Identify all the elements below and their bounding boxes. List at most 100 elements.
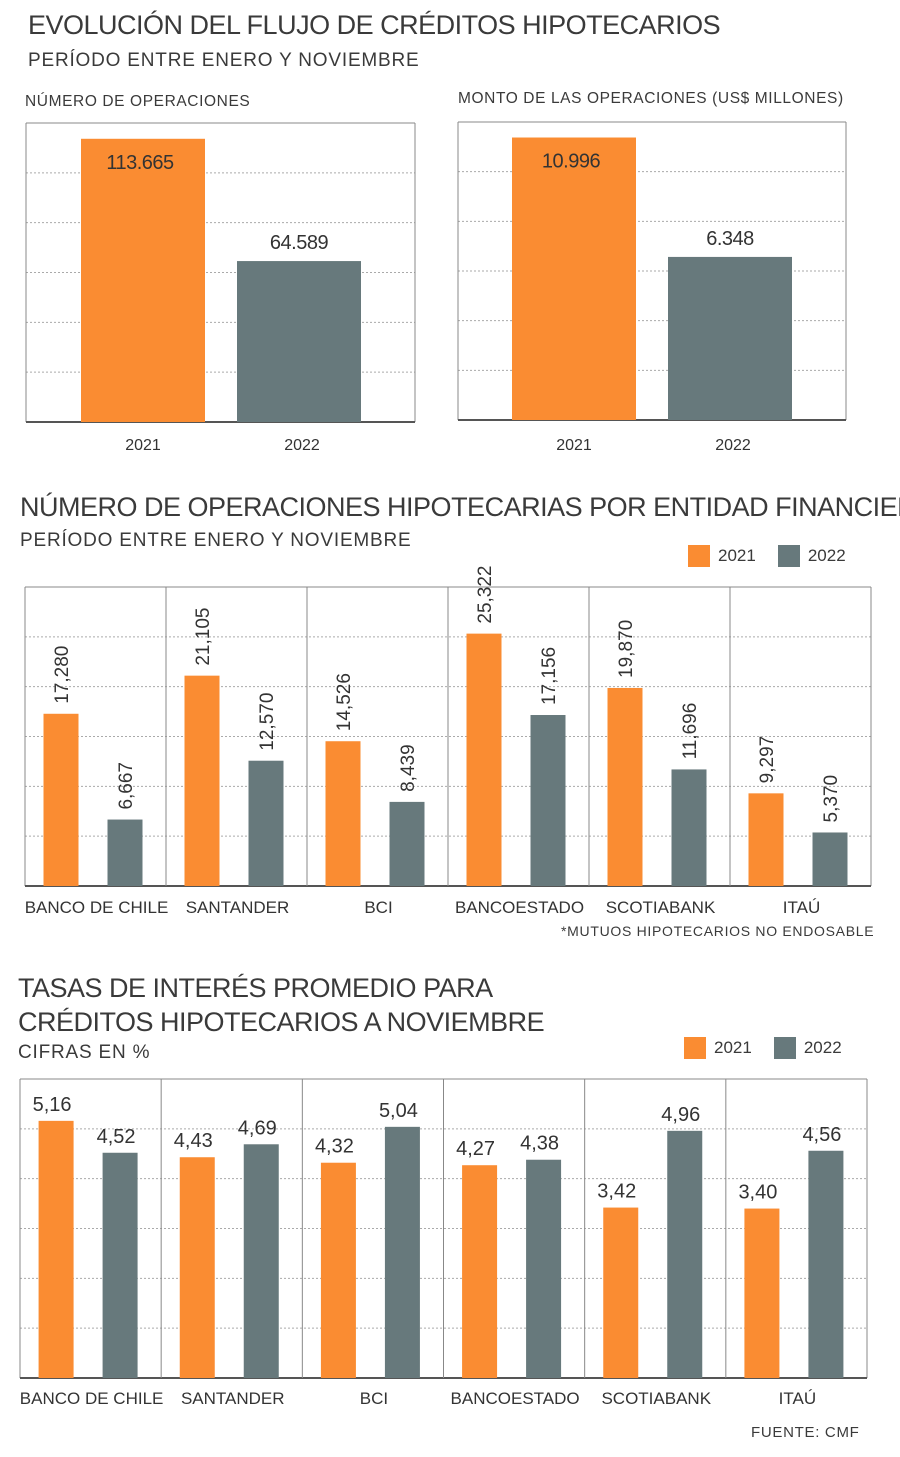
data-label: 10.996 — [542, 151, 601, 173]
data-label: 4,43 — [174, 1130, 213, 1152]
bar-2022 — [812, 832, 848, 886]
bar-2021 — [603, 1207, 639, 1378]
section1-title: EVOLUCIÓN DEL FLUJO DE CRÉDITOS HIPOTECA… — [28, 10, 721, 40]
legend-label-2022: 2022 — [807, 546, 846, 565]
bar-2021 — [184, 675, 220, 886]
data-label: 21,105 — [193, 608, 214, 666]
category-label: BANCO DE CHILE — [25, 898, 169, 917]
legend-swatch-2022 — [773, 1037, 796, 1059]
data-label: 6.348 — [706, 228, 754, 250]
bar-2022 — [237, 261, 361, 422]
data-label: 19,870 — [616, 620, 637, 678]
data-label: 4,69 — [238, 1117, 277, 1139]
bar-2022 — [526, 1159, 562, 1378]
category-label: 2022 — [284, 437, 320, 454]
data-label: 113.665 — [106, 152, 174, 174]
bar-2022 — [671, 769, 707, 886]
section3-title-line2: CRÉDITOS HIPOTECARIOS A NOVIEMBRE — [18, 1007, 545, 1037]
category-label: 2022 — [715, 437, 751, 454]
data-label: 4,27 — [456, 1138, 495, 1160]
bar-2021 — [744, 1208, 780, 1378]
bar-2022 — [102, 1152, 138, 1378]
legend-swatch-2021 — [688, 545, 710, 567]
data-label: 5,16 — [33, 1094, 72, 1116]
legend-item-2022: 2022 — [773, 1037, 842, 1059]
data-label: 4,38 — [520, 1133, 559, 1155]
data-label: 12,570 — [257, 693, 278, 751]
source-note: FUENTE: CMF — [751, 1424, 860, 1441]
category-label: BCI — [364, 898, 392, 917]
data-label: 3,42 — [597, 1181, 636, 1203]
chart-numero-operaciones: 113.665 2021 64.589 2022 — [25, 122, 416, 454]
data-label: 11,696 — [680, 703, 701, 760]
category-label: 2021 — [556, 437, 592, 454]
category-label: SANTANDER — [181, 1389, 285, 1408]
data-label: 8,439 — [398, 744, 419, 792]
data-label: 4,96 — [661, 1104, 700, 1126]
category-label: SCOTIABANK — [606, 898, 716, 917]
data-label: 5,04 — [379, 1100, 418, 1122]
section3-subtitle: CIFRAS EN % — [18, 1042, 151, 1063]
legend-item-2021: 2021 — [688, 545, 756, 567]
chart-tasas-interes: 5,16 4,52 BANCO DE CHILE 4,43 4,69 SANTANDER 4… — [19, 1078, 868, 1408]
data-label: 17,280 — [52, 646, 73, 704]
data-label: 3,40 — [738, 1182, 777, 1204]
bar-2022 — [389, 801, 425, 886]
legend-label-2022: 2022 — [803, 1038, 842, 1057]
section1-subtitle: PERÍODO ENTRE ENERO Y NOVIEMBRE — [28, 50, 420, 71]
data-label: 4,56 — [802, 1124, 841, 1146]
bar-2021 — [466, 633, 502, 886]
bar-2022 — [667, 1130, 703, 1378]
category-label: BCI — [360, 1389, 388, 1408]
bar-2022 — [530, 715, 566, 886]
bar-2021 — [748, 793, 784, 886]
bar-2022 — [243, 1144, 279, 1378]
bar-2021 — [38, 1120, 74, 1378]
chart2-title: MONTO DE LAS OPERACIONES (US$ MILLONES) — [458, 90, 844, 107]
data-label: 64.589 — [270, 232, 329, 254]
category-label: ITAÚ — [783, 898, 820, 917]
bar-2022 — [668, 256, 792, 420]
section2-legend: 2021 2022 — [676, 545, 846, 567]
legend-label-2021: 2021 — [714, 1038, 752, 1057]
section2-footnote: *MUTUOS HIPOTECARIOS NO ENDOSABLE — [561, 923, 875, 939]
category-label: SANTANDER — [186, 898, 290, 917]
category-label: SCOTIABANK — [601, 1389, 711, 1408]
legend-swatch-2022 — [777, 545, 800, 567]
data-label: 9,297 — [757, 736, 778, 784]
category-label: BANCOESTADO — [451, 1389, 580, 1408]
data-label: 6,667 — [116, 762, 137, 810]
bar-2021 — [325, 741, 361, 886]
legend-item-2021: 2021 — [684, 1037, 752, 1059]
data-label: 5,370 — [821, 775, 842, 823]
bar-2021 — [462, 1165, 498, 1378]
data-label: 4,52 — [97, 1126, 136, 1148]
legend-item-2022: 2022 — [777, 545, 846, 567]
legend-label-2021: 2021 — [718, 546, 756, 565]
legend-swatch-2021 — [684, 1037, 706, 1059]
data-label: 14,526 — [334, 673, 355, 731]
bar-2021 — [43, 713, 79, 886]
bar-2022 — [808, 1150, 844, 1378]
category-label: ITAÚ — [779, 1389, 816, 1408]
bar-2021 — [81, 138, 205, 422]
bar-2022 — [248, 760, 284, 886]
section3-title-line1: TASAS DE INTERÉS PROMEDIO PARA — [18, 973, 493, 1003]
bar-2021 — [512, 137, 636, 421]
bar-2021 — [607, 687, 643, 886]
section3-legend: 2021 2022 — [672, 1037, 842, 1059]
bar-2021 — [179, 1157, 215, 1378]
chart1-title: NÚMERO DE OPERACIONES — [25, 93, 251, 110]
data-label: 25,322 — [475, 565, 496, 623]
category-label: BANCO DE CHILE — [20, 1389, 164, 1408]
category-label: 2021 — [125, 437, 161, 454]
section2-subtitle: PERÍODO ENTRE ENERO Y NOVIEMBRE — [20, 530, 412, 551]
section2-title: NÚMERO DE OPERACIONES HIPOTECARIAS POR E… — [20, 492, 900, 522]
bar-2022 — [384, 1126, 420, 1378]
bar-2022 — [107, 819, 143, 886]
category-label: BANCOESTADO — [455, 898, 584, 917]
chart-operaciones-por-entidad: 17,280 6,667 BANCO DE CHILE 21,105 12,570 SAN… — [24, 565, 872, 917]
data-label: 4,32 — [315, 1136, 354, 1158]
bar-2021 — [320, 1162, 356, 1378]
data-label: 17,156 — [539, 647, 560, 705]
